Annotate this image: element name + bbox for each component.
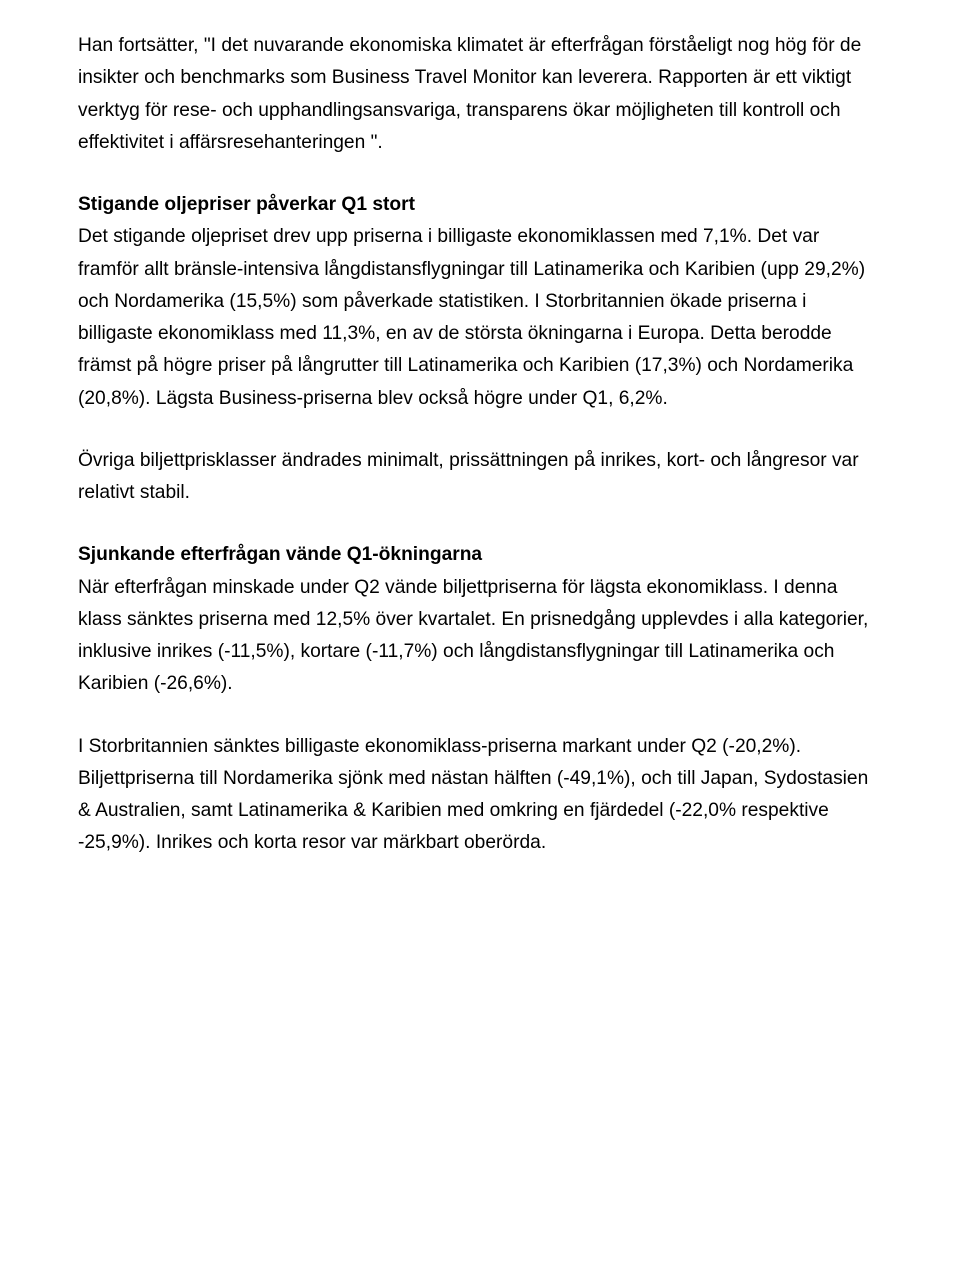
section-oil-prices: Stigande oljepriser påverkar Q1 stort De…: [78, 189, 882, 415]
heading-falling-demand: Sjunkande efterfrågan vände Q1-ökningarn…: [78, 544, 482, 565]
paragraph-uk-q2: I Storbritannien sänktes billigaste ekon…: [78, 731, 882, 860]
body-oil-prices: Det stigande oljepriset drev upp prisern…: [78, 226, 865, 408]
heading-oil-prices: Stigande oljepriser påverkar Q1 stort: [78, 194, 415, 215]
paragraph-other-classes: Övriga biljettprisklasser ändrades minim…: [78, 445, 882, 510]
intro-paragraph: Han fortsätter, "I det nuvarande ekonomi…: [78, 30, 882, 159]
section-falling-demand: Sjunkande efterfrågan vände Q1-ökningarn…: [78, 539, 882, 700]
body-falling-demand: När efterfrågan minskade under Q2 vände …: [78, 577, 868, 695]
document-page: Han fortsätter, "I det nuvarande ekonomi…: [0, 0, 960, 1262]
